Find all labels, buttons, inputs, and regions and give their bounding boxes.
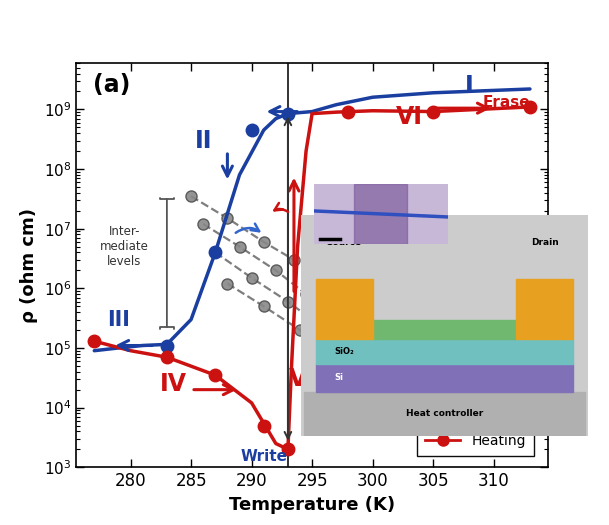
Text: II: II (194, 129, 212, 153)
Text: Write: Write (240, 449, 287, 464)
Bar (315, 339, 573, 364)
Bar (516, 279, 573, 339)
Bar (315, 364, 573, 392)
Legend: Cooling, Heating: Cooling, Heating (417, 405, 534, 456)
Bar (354, 184, 407, 244)
Text: Heat controller: Heat controller (406, 409, 483, 418)
Text: V: V (289, 367, 307, 391)
Text: VI: VI (395, 105, 423, 129)
Text: Drain: Drain (531, 238, 558, 247)
Text: IV: IV (160, 372, 186, 396)
X-axis label: Temperature (K): Temperature (K) (229, 496, 395, 513)
Text: Si: Si (334, 373, 343, 382)
Text: Erase: Erase (482, 95, 530, 110)
Text: (a): (a) (93, 73, 130, 97)
Text: III: III (107, 310, 130, 330)
Bar (315, 279, 373, 339)
Y-axis label: ρ (ohm cm): ρ (ohm cm) (20, 207, 38, 323)
Bar (373, 320, 516, 339)
Text: Source: Source (327, 238, 362, 247)
Text: Inter-
mediate
levels: Inter- mediate levels (100, 225, 149, 268)
Bar (304, 392, 585, 436)
Text: SiO₂: SiO₂ (334, 347, 354, 356)
Text: I: I (465, 74, 474, 98)
